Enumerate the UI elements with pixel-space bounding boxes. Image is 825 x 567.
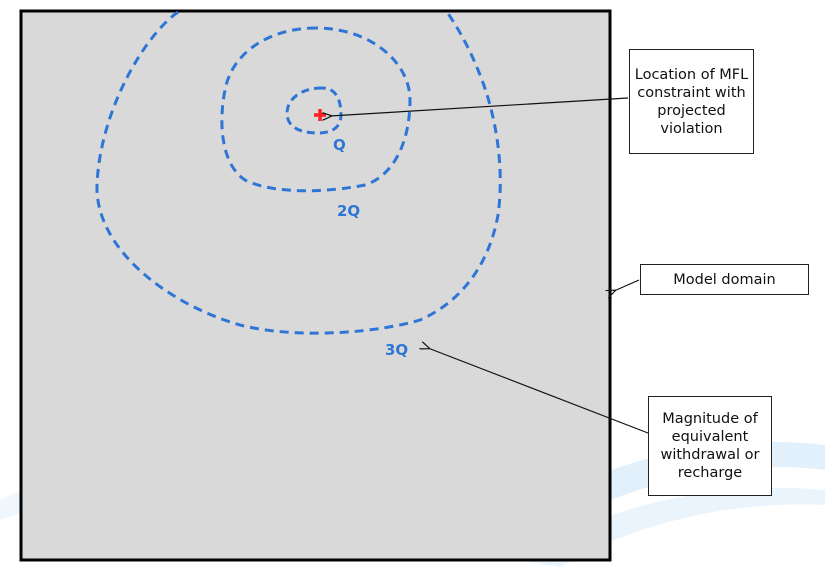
arrow-to-mfl-location (330, 97, 629, 116)
contour-2q (220, 26, 412, 193)
callout-magnitude-line-3: withdrawal or (660, 447, 760, 463)
contour-label-2q: 2Q (337, 202, 360, 220)
contour-label-3q: 3Q (385, 341, 408, 359)
callout-domain-line-1: Model domain (673, 271, 776, 288)
contour-3q (95, 10, 502, 335)
callout-mfl-line-2: constraint with (637, 84, 746, 101)
callout-magnitude-line-1: Magnitude of (662, 411, 758, 427)
callout-mfl-line-4: violation (660, 120, 723, 137)
contour-q (285, 86, 343, 135)
callout-magnitude-line-4: recharge (677, 465, 743, 481)
arrow-to-model-domain (614, 279, 640, 291)
callout-mfl-location: Location of MFL constraint with projecte… (629, 49, 754, 154)
callout-magnitude-line-2: equivalent (671, 429, 749, 445)
arrow-to-magnitude (428, 348, 649, 434)
model-domain-rect (19, 9, 612, 562)
callout-model-domain: Model domain (640, 264, 809, 295)
callout-magnitude: Magnitude of equivalent withdrawal or re… (648, 396, 772, 496)
callout-mfl-line-1: Location of MFL (634, 66, 749, 83)
contour-label-q: Q (333, 136, 346, 154)
callout-mfl-line-3: projected (657, 102, 726, 119)
